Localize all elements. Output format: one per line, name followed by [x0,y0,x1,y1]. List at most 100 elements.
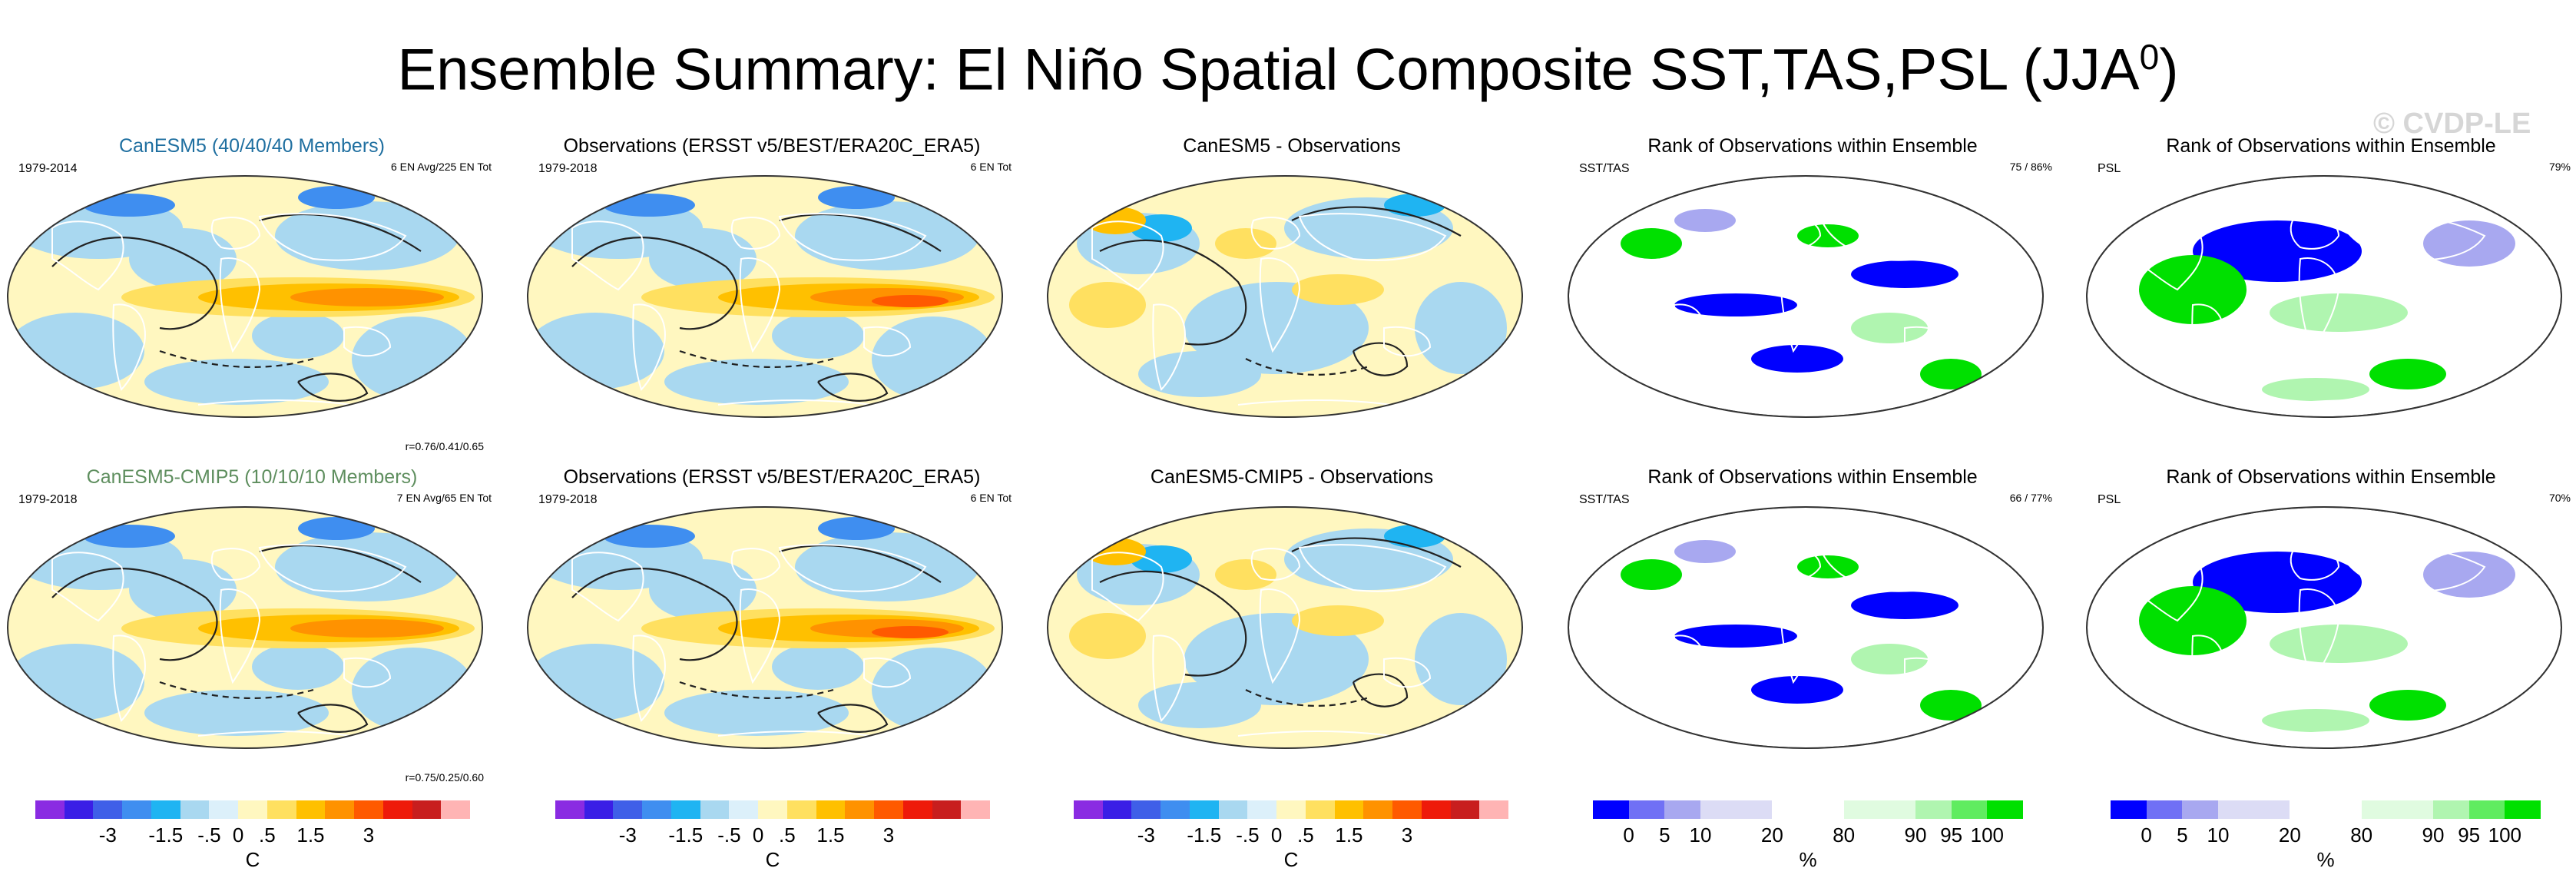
coastline [210,217,261,250]
cool-anomaly-region [8,644,144,721]
colorbar-unit: C [765,848,780,871]
cool-anomaly-region [8,313,144,389]
panel-count-label: 6 EN Tot [970,161,1012,173]
coastline [2422,657,2471,688]
colorbar-box [2326,800,2362,819]
map-outline [1047,175,1523,418]
map-background [1568,507,2043,748]
rank-low-region [2193,552,2362,613]
warm-anomaly-region [1069,282,1146,328]
rank-low-region [1851,260,1958,288]
coastline [739,257,781,353]
colorbar-tick-label: 90 [1904,823,1927,847]
rank-colorbar: 0 5 10 20 80 90 95 100% [1593,800,2024,877]
coastline [717,399,872,406]
colorbar-tick-label: 95 [1940,823,1963,847]
temperature-colorbar: -3 -1.5 -.5 0 .5 1.5 3 C [555,800,991,877]
rank-high-faint [2270,625,2408,663]
colorbar-box [2111,800,2147,819]
cool-anomaly-core [83,525,175,548]
colorbar-box [584,800,614,819]
colorbar-box [2253,800,2290,819]
panel-period-label: 1979-2018 [18,493,78,506]
colorbar-box [441,800,471,819]
warm-anomaly-core [290,288,444,306]
colorbar-tick-label: -1.5 [1187,823,1222,847]
cool-anomaly-region [528,644,664,721]
watermark: © CVDP-LE [2373,108,2531,140]
colorbar-unit: C [1283,848,1299,871]
colorbar-box [2468,800,2505,819]
colorbar-tick-label: -3 [618,823,637,847]
panel-count-label: 7 EN Avg/65 EN Tot [396,492,492,504]
rank-high-region [2369,690,2446,721]
coastline [1250,217,1301,250]
map-panel: Rank of Observations within Ensemble SST/… [1567,134,2058,465]
colorbar-tick-label: 100 [1970,823,2005,847]
pattern-correlation-label: r=0.75/0.25/0.60 [405,771,484,784]
coastline [2290,217,2340,250]
warm-anomaly-region [1215,559,1276,590]
robinson-map [1568,175,2044,418]
colorbar-tick-label: 3 [1401,823,1413,847]
coastline [1298,544,1447,592]
coastline [778,544,927,592]
colorbar-tick-label: .5 [779,823,796,847]
rank-low-region [1751,676,1843,704]
map-outline [7,506,483,749]
colorbar-tick-label: 0 [752,823,764,847]
rank-high-region [1621,228,1682,259]
map-panel: Observations (ERSST v5/BEST/ERA20C_ERA5)… [526,134,1018,465]
panel-period-label: 1979-2018 [538,493,598,506]
coastline [1259,257,1301,353]
warm-anomaly-core [1084,207,1146,234]
rank-low-faint [2423,220,2515,267]
cool-anomaly-region [252,313,344,359]
colorbar-tick-label: 1.5 [816,823,845,847]
colorbar-box [729,800,759,819]
warm-anomaly-core [290,619,444,638]
cool-anomaly-region [664,359,849,405]
contour-line [571,568,738,661]
coastline [1904,657,1952,688]
colorbar-tick-label: -1.5 [668,823,704,847]
map-outline [1568,175,2044,418]
rank-low-faint [1674,209,1736,232]
contour-line [159,350,314,368]
panel-period-label: 1979-2014 [18,162,78,175]
colorbar-box [670,800,701,819]
coastline [863,657,912,688]
robinson-map [527,175,1003,418]
rank-high-region [1797,224,1859,247]
panel-period-label: PSL [2098,493,2121,506]
coastline [1771,548,1822,581]
map-panel: CanESM5 (40/40/40 Members) 1979-2014 6 EN … [6,134,498,465]
warm-anomaly-region [1292,274,1384,305]
colorbar-box [1808,800,1845,819]
rank-low-region [1674,293,1797,316]
colorbar-box [642,800,672,819]
panel-period-label: SST/TAS [1579,493,1630,506]
coastline [2298,257,2340,353]
coastline [2337,213,2486,261]
colorbar-box [35,800,65,819]
colorbar-tick-label: -3 [98,823,117,847]
title-superscript: 0 [2139,37,2160,77]
cool-anomaly-core [1384,525,1445,548]
colorbar-tick-label: 5 [2177,823,2188,847]
map-outline [2086,506,2562,749]
coastline [1259,588,1301,684]
colorbar-box [2361,800,2398,819]
map-outline [7,175,483,418]
cool-anomaly-core [1131,545,1192,573]
colorbar-tick-label: 0 [232,823,244,847]
coastline [632,635,666,722]
colorbar-box [1392,800,1422,819]
coastline [1771,217,1822,250]
contour-line [51,568,218,661]
coastline [197,731,353,737]
warm-anomaly-region [1215,228,1276,259]
colorbar-box [1305,800,1336,819]
colorbar-box [1951,800,1988,819]
rank-high-region [1920,359,1982,389]
